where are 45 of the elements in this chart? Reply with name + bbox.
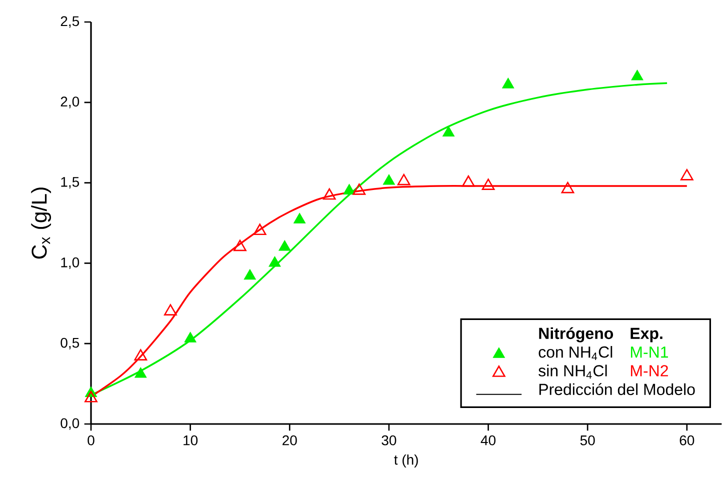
- annotation: M-N1: [630, 346, 668, 358]
- point: [322, 188, 336, 200]
- y-axis-title: C$_{x}$ (g/L): [31, 188, 52, 259]
- point: [134, 367, 147, 378]
- legend-label: sin NH$_{4}$Cl: [538, 364, 607, 379]
- annotation: Predicción del Modelo: [539, 383, 695, 396]
- point: [268, 256, 281, 267]
- point: [352, 184, 366, 195]
- point: [561, 182, 574, 194]
- point: [164, 304, 177, 316]
- point: [343, 184, 356, 194]
- annotation: Exp.: [630, 328, 662, 342]
- annotation: M-N2: [630, 365, 668, 376]
- y-tick-label: 1,0: [61, 257, 80, 269]
- point: [680, 169, 694, 180]
- x-axis-title: t (h): [394, 454, 418, 468]
- x-tick-label: 60: [680, 435, 694, 446]
- point: [184, 332, 196, 342]
- point: [294, 212, 306, 224]
- point: [253, 224, 266, 236]
- point: [84, 390, 98, 402]
- point: [278, 240, 291, 251]
- y-tick-label: 0,0: [60, 418, 80, 430]
- y-tick-label: 2,0: [60, 96, 80, 108]
- x-tick-label: 30: [382, 435, 396, 446]
- point: [134, 349, 148, 360]
- y-tick-label: 2,5: [60, 16, 80, 28]
- point: [234, 240, 246, 252]
- point: [442, 126, 455, 137]
- y-tick-label: 0,5: [60, 338, 80, 350]
- point: [382, 174, 395, 185]
- legend-title: Nitrógeno: [539, 327, 614, 342]
- point: [502, 78, 514, 88]
- x-tick-label: 40: [480, 435, 496, 446]
- point: [397, 174, 410, 186]
- point: [631, 70, 644, 80]
- x-tick-label: 0: [88, 435, 94, 446]
- point: [462, 175, 475, 187]
- x-tick-label: 10: [184, 435, 198, 446]
- x-tick-label: 50: [580, 435, 595, 446]
- point: [482, 178, 495, 190]
- x-tick-label: 20: [282, 435, 297, 446]
- y-tick-label: 1,5: [61, 177, 80, 189]
- legend-label: con NH$_{4}$Cl: [538, 346, 612, 360]
- point: [244, 269, 256, 280]
